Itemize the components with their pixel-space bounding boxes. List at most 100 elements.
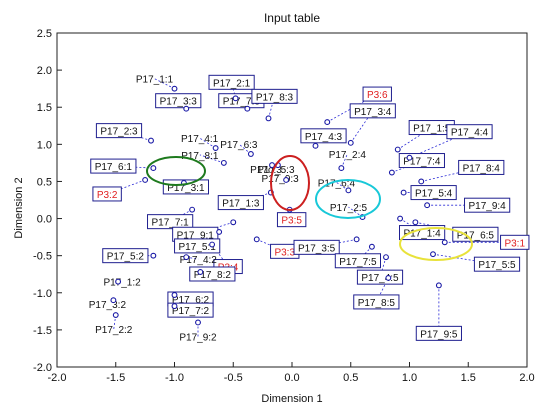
data-point bbox=[150, 252, 157, 259]
point-label: P17_3:4 bbox=[354, 107, 392, 118]
point-label: P17_2:5 bbox=[330, 203, 368, 214]
y-axis-label: Dimension 2 bbox=[13, 177, 25, 238]
point-label: P17_3:1 bbox=[167, 183, 205, 194]
data-point bbox=[388, 169, 395, 176]
point-label-box bbox=[293, 239, 340, 255]
y-tick-label: 0.5 bbox=[37, 176, 52, 188]
point-label-box bbox=[500, 234, 530, 250]
point-label: P17_5:2 bbox=[107, 252, 145, 263]
point-label-box bbox=[90, 158, 137, 174]
point-label: P17_7:3 bbox=[223, 97, 261, 108]
point-label-box bbox=[92, 186, 122, 202]
point-label: P17_4:5 bbox=[361, 273, 399, 284]
point-label-box bbox=[353, 294, 400, 310]
x-tick-label: -0.5 bbox=[224, 372, 243, 384]
data-point bbox=[148, 137, 154, 144]
point-label-box bbox=[349, 103, 396, 119]
point-label: P17_8:3 bbox=[256, 92, 294, 103]
y-tick-label: 1.0 bbox=[37, 139, 52, 151]
point-label: P17_1:2 bbox=[103, 278, 141, 289]
point-label: P17_2:1 bbox=[213, 78, 251, 89]
point-label: P17_3:3 bbox=[160, 97, 198, 108]
point-label-box bbox=[217, 195, 264, 211]
point-label: P17_4:3 bbox=[305, 132, 343, 143]
data-point bbox=[265, 115, 272, 122]
data-point bbox=[435, 282, 442, 289]
point-label-box bbox=[452, 226, 499, 242]
point-label: P3:2 bbox=[97, 190, 118, 201]
y-tick-label: -2.0 bbox=[33, 362, 52, 374]
y-tick-label: -1.0 bbox=[33, 288, 52, 300]
point-label: P17_6:3 bbox=[220, 140, 258, 151]
data-point bbox=[232, 95, 239, 102]
data-point bbox=[230, 219, 237, 226]
data-point bbox=[324, 119, 331, 126]
x-tick-label: -2.0 bbox=[48, 372, 67, 384]
point-label: P3:5 bbox=[281, 216, 302, 227]
data-point bbox=[269, 162, 275, 169]
point-label-box bbox=[162, 179, 210, 195]
x-tick-label: 0.0 bbox=[284, 372, 299, 384]
leader-line bbox=[199, 154, 224, 164]
data-point bbox=[216, 228, 223, 235]
point-label-box bbox=[362, 86, 392, 102]
data-point bbox=[383, 254, 389, 261]
point-label: P17_1:5 bbox=[413, 124, 451, 135]
data-point bbox=[183, 105, 190, 112]
point-label-box bbox=[473, 256, 521, 272]
leader-line bbox=[240, 192, 271, 203]
data-point bbox=[110, 297, 117, 304]
point-label: P17_6:1 bbox=[95, 162, 133, 173]
data-point bbox=[171, 85, 178, 92]
point-label: P17_5:4 bbox=[415, 189, 453, 200]
point-label: P17_3:5 bbox=[298, 243, 336, 254]
data-point bbox=[244, 105, 251, 112]
data-point bbox=[212, 145, 219, 151]
point-label-box bbox=[356, 269, 404, 285]
red-ellipse bbox=[270, 155, 310, 211]
point-label: P17_8:5 bbox=[358, 298, 396, 309]
leader-line bbox=[199, 137, 216, 149]
data-point bbox=[412, 219, 419, 226]
point-label-box bbox=[147, 214, 194, 230]
data-point bbox=[394, 146, 401, 153]
point-label: P17_5:5 bbox=[478, 260, 516, 271]
data-point bbox=[171, 303, 178, 310]
point-label-box bbox=[155, 93, 202, 109]
y-tick-label: -1.5 bbox=[33, 325, 52, 337]
point-label: P17_5:3 bbox=[257, 165, 295, 176]
point-label: P17_3:2 bbox=[89, 300, 127, 311]
data-point bbox=[150, 165, 157, 172]
leader-line bbox=[348, 206, 363, 218]
leader-line bbox=[336, 182, 349, 191]
point-label: P17_1:3 bbox=[222, 199, 260, 210]
data-point bbox=[220, 159, 227, 166]
point-label: P17_4:1 bbox=[181, 134, 219, 145]
point-label-box bbox=[399, 225, 446, 241]
point-label-box bbox=[464, 197, 511, 213]
data-point bbox=[312, 142, 319, 149]
point-label: P17_7:4 bbox=[403, 157, 441, 168]
point-label-box bbox=[251, 88, 298, 104]
data-point bbox=[353, 236, 360, 243]
point-label: P17_5:1 bbox=[179, 242, 217, 253]
green-ellipse bbox=[146, 156, 206, 186]
data-point bbox=[406, 154, 413, 161]
data-point bbox=[368, 243, 375, 250]
point-label: P17_9:3 bbox=[261, 174, 299, 185]
point-label: P17_9:2 bbox=[179, 332, 217, 343]
leader-line bbox=[340, 153, 348, 169]
x-tick-label: 1.0 bbox=[402, 372, 417, 384]
data-point bbox=[115, 278, 122, 285]
point-label: P17_6:5 bbox=[457, 230, 495, 241]
data-point bbox=[400, 189, 407, 196]
point-label: P17o:3 bbox=[250, 165, 282, 176]
chart-title: Input table bbox=[264, 11, 320, 25]
data-point bbox=[385, 274, 392, 281]
point-label: P17_7:1 bbox=[151, 218, 189, 229]
x-tick-label: 1.5 bbox=[461, 372, 476, 384]
data-point bbox=[418, 178, 425, 185]
highlight-ellipses bbox=[146, 155, 473, 261]
point-label: P17_9:1 bbox=[177, 230, 215, 241]
